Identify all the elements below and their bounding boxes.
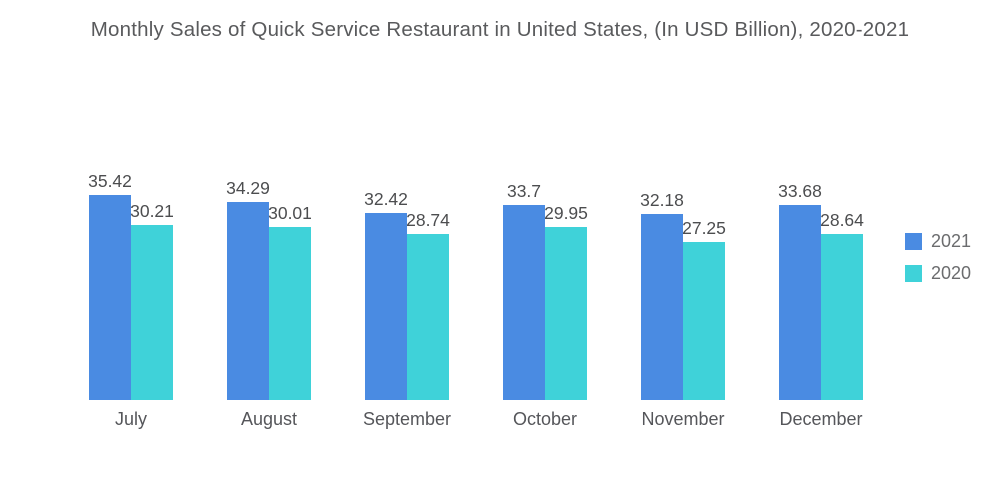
x-axis-label-december: December [779,409,863,429]
x-axis-label-september: September [362,409,452,429]
bar-group-august: 34.29 30.01 August [226,178,312,429]
value-label-2020-october: 29.95 [544,203,588,223]
legend-label-2020: 2020 [931,263,972,283]
value-label-2020-july: 30.21 [130,201,174,221]
bar-2020-july: 30.21 [130,201,174,400]
value-label-2021-july: 35.42 [88,171,132,191]
bar-2021-october: 33.7 [503,181,545,400]
bar-2020-october: 29.95 [544,203,588,400]
x-axis-label-august: August [240,409,298,429]
bar-group-november: 32.18 27.25 November [640,190,726,429]
bar-group-december: 33.68 28.64 December [778,181,864,429]
legend-item-2021: 2021 [905,231,971,252]
bar-group-october: 33.7 29.95 October [503,181,588,429]
legend-swatch-2020 [905,265,922,282]
plot-area: 35.42 30.21 July 34.29 30.01 August 32.42 28.74… [62,138,890,429]
bar-2021-november: 32.18 [640,190,684,400]
x-axis-label-november: November [641,409,725,429]
bar-group-september: 32.42 28.74 September [363,189,451,429]
bar-2021-december: 33.68 [778,181,822,400]
bar-2020-december: 28.64 [820,210,864,400]
legend-swatch-2021 [905,233,922,250]
value-label-2020-august: 30.01 [268,203,312,223]
x-axis-label-october: October [512,409,578,429]
bar-2021-july: 35.42 [88,171,132,400]
value-label-2021-december: 33.68 [778,181,822,201]
value-label-2021-august: 34.29 [226,178,270,198]
value-label-2021-october: 33.7 [506,181,542,201]
value-label-2021-september: 32.42 [364,189,408,209]
value-label-2020-november: 27.25 [682,218,726,238]
bar-2021-september: 32.42 [364,189,408,400]
legend-item-2020: 2020 [905,263,971,284]
x-axis-label-july: July [114,409,148,429]
bar-2020-november: 27.25 [682,218,726,400]
chart-title: Monthly Sales of Quick Service Restauran… [90,18,910,41]
value-label-2020-december: 28.64 [820,210,864,230]
bar-group-july: 35.42 30.21 July [88,171,174,429]
bar-2020-september: 28.74 [406,210,450,400]
legend: 2021 2020 [905,231,971,284]
bar-2020-august: 30.01 [268,203,312,400]
bar-2021-august: 34.29 [226,178,270,400]
value-label-2021-november: 32.18 [640,190,684,210]
value-label-2020-september: 28.74 [406,210,450,230]
legend-label-2021: 2021 [931,231,972,251]
